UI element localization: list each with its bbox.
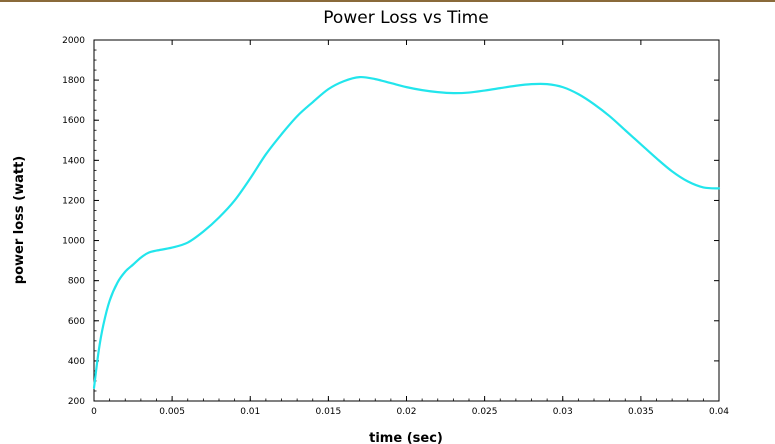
y-tick-label: 200 [68,397,85,407]
y-tick-label: 1200 [62,196,85,206]
plot-frame [93,39,720,402]
y-tick-label: 1800 [62,76,85,86]
x-tick-label: 0.015 [315,407,341,417]
x-tick-label: 0.02 [396,407,416,417]
y-tick-label: 1400 [62,156,85,166]
x-axis-label: time (sec) [369,431,443,444]
y-tick-label: 1600 [62,116,85,126]
power-loss-line [92,75,721,390]
x-tick-label: 0.01 [240,407,260,417]
x-tick-label: 0.04 [709,407,729,417]
y-tick-label: 400 [68,357,85,367]
y-tick-label: 2000 [62,36,85,46]
chart-title: Power Loss vs Time [323,8,488,28]
y-axis-label: power loss (watt) [12,156,27,284]
x-tick-label: 0 [91,407,97,417]
top-border [0,0,775,2]
y-tick-label: 600 [68,317,85,327]
y-axis: 200 400 600 800 1000 1200 1400 1600 1800 2000 [62,36,719,407]
y-tick-label: 800 [68,277,85,287]
x-axis: 0 0.005 0.01 0.015 0.02 0.025 0.03 0.035 0.04 [91,40,729,417]
series-group [92,75,721,390]
x-tick-label: 0.03 [553,407,573,417]
x-tick-label: 0.035 [628,407,654,417]
plot-area [93,39,720,402]
x-tick-label: 0.005 [159,407,185,417]
y-tick-label: 1000 [62,237,85,247]
x-tick-label: 0.025 [472,407,498,417]
